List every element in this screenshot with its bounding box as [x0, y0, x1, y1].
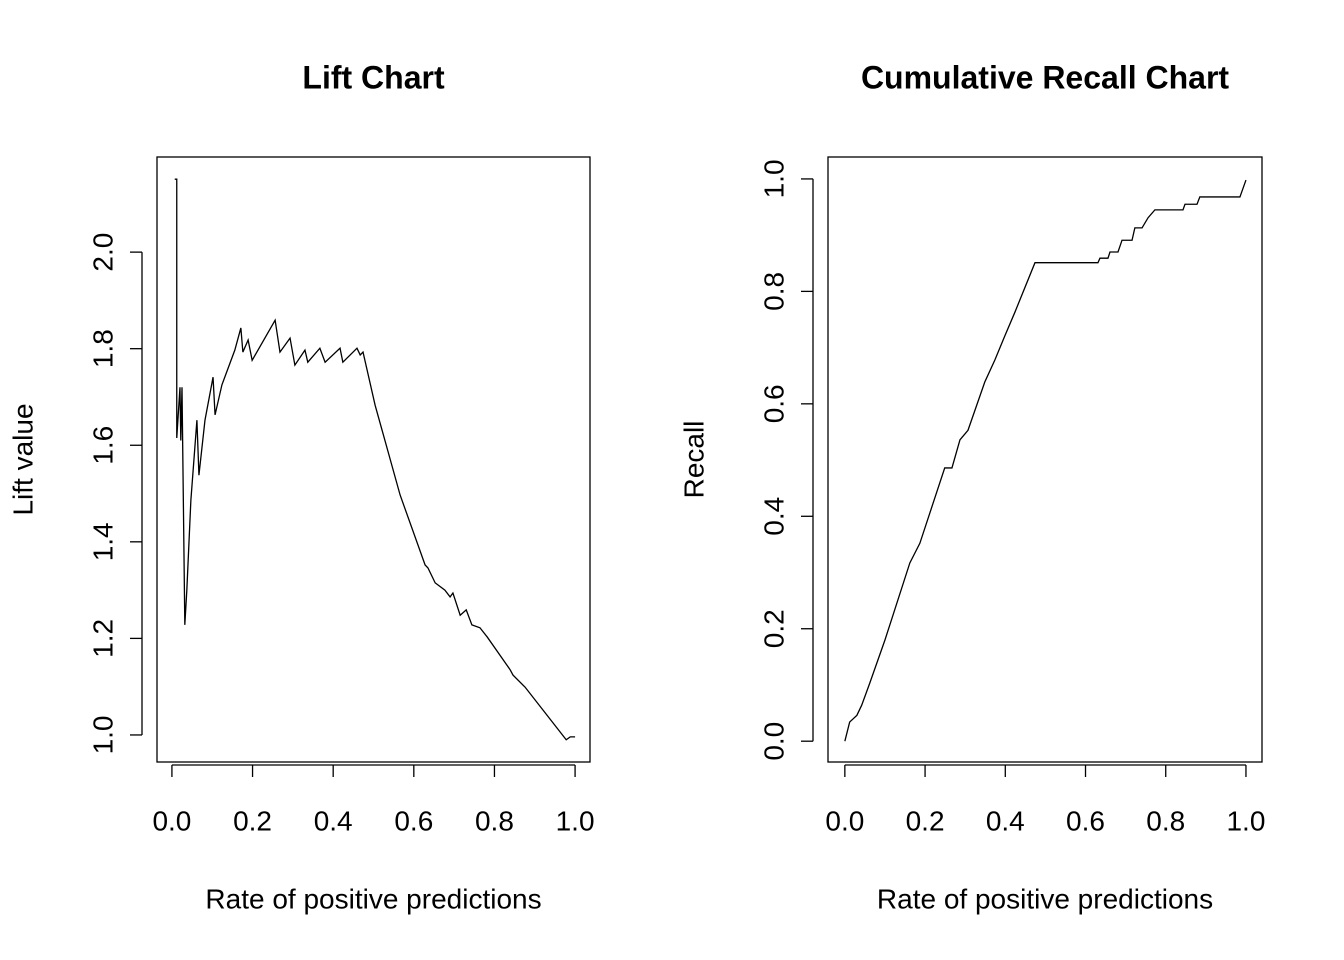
plot-box: [156, 156, 591, 763]
y-tick-label: 0.2: [758, 609, 789, 648]
y-axis-label: Recall: [678, 421, 709, 499]
line-series: [174, 178, 576, 741]
plot-box: [827, 156, 1263, 763]
chart-title: Cumulative Recall Chart: [861, 59, 1229, 95]
y-tick-label: 1.2: [87, 619, 118, 658]
y-tick-label: 1.8: [87, 329, 118, 368]
y-tick-label: 0.4: [758, 497, 789, 536]
x-tick-label: 0.2: [233, 805, 272, 836]
x-tick-label: 0.2: [906, 805, 945, 836]
x-tick-label: 1.0: [556, 805, 595, 836]
y-tick-label: 0.8: [758, 272, 789, 311]
y-tick-label: 1.0: [758, 159, 789, 198]
x-tick-label: 0.4: [314, 805, 353, 836]
x-tick-label: 0.6: [1066, 805, 1105, 836]
x-tick-label: 1.0: [1226, 805, 1265, 836]
x-axis-label: Rate of positive predictions: [205, 883, 541, 914]
y-tick-label: 0.6: [758, 384, 789, 423]
y-tick-label: 1.4: [87, 522, 118, 561]
x-tick-label: 0.4: [986, 805, 1025, 836]
x-tick-label: 0.8: [475, 805, 514, 836]
x-tick-label: 0.0: [152, 805, 191, 836]
y-tick-label: 1.6: [87, 426, 118, 465]
y-tick-label: 2.0: [87, 233, 118, 272]
y-tick-label: 0.0: [758, 722, 789, 761]
x-axis-label: Rate of positive predictions: [877, 883, 1213, 914]
y-tick-label: 1.0: [87, 715, 118, 754]
x-tick-label: 0.0: [825, 805, 864, 836]
line-series: [844, 179, 1247, 742]
chart-title: Lift Chart: [302, 59, 445, 95]
x-tick-label: 0.8: [1146, 805, 1185, 836]
x-tick-label: 0.6: [394, 805, 433, 836]
y-axis-label: Lift value: [7, 403, 38, 515]
